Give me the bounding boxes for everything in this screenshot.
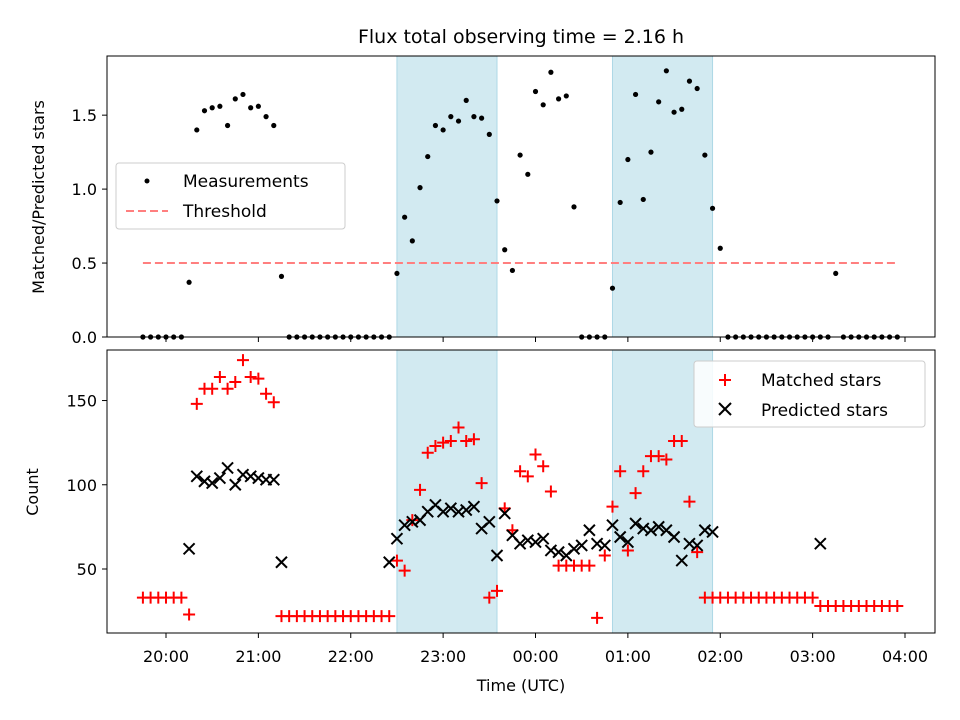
measurement-point [695, 86, 700, 91]
legend-matched-stars-label: Matched stars [761, 371, 881, 391]
measurement-point [533, 89, 538, 94]
bottom-y-tick-label: 150 [66, 392, 97, 411]
measurement-point [225, 123, 230, 128]
bottom-y-tick-label: 50 [77, 560, 97, 579]
measurement-point [194, 127, 199, 132]
measurement-point [679, 107, 684, 112]
legend-measurements-label: Measurements [183, 172, 309, 192]
bottom-y-tick-label: 100 [66, 476, 97, 495]
bottom-x-axis-label: Time (UTC) [476, 676, 565, 695]
bottom-shaded-interval-1 [397, 350, 497, 633]
measurement-point [718, 246, 723, 251]
measurement-point [210, 105, 215, 110]
measurement-point [410, 238, 415, 243]
measurement-point [564, 93, 569, 98]
measurement-point [464, 98, 469, 103]
bottom-x-tick-label: 02:00 [697, 647, 743, 666]
measurement-point [548, 70, 553, 75]
measurement-point [687, 79, 692, 84]
bottom-x-tick-label: 01:00 [605, 647, 651, 666]
measurement-point [425, 154, 430, 159]
top-legend: Measurements Threshold [116, 163, 345, 229]
measurement-point [571, 204, 576, 209]
measurement-point [217, 104, 222, 109]
measurement-point [433, 123, 438, 128]
measurement-point [240, 92, 245, 97]
top-y-tick-label: 0.0 [72, 328, 97, 347]
bottom-legend: Matched stars Predicted stars [694, 361, 925, 427]
bottom-x-tick-label: 20:00 [143, 647, 189, 666]
measurement-point [656, 99, 661, 104]
bottom-y-axis-label: Count [23, 468, 42, 516]
measurement-point [271, 123, 276, 128]
measurement-point [664, 68, 669, 73]
measurement-point [487, 132, 492, 137]
measurement-point [186, 280, 191, 285]
measurement-point [441, 127, 446, 132]
measurement-point [202, 108, 207, 113]
measurement-point [233, 96, 238, 101]
measurement-point [710, 206, 715, 211]
measurement-point [402, 215, 407, 220]
bottom-x-tick-label: 21:00 [235, 647, 281, 666]
measurement-point [279, 274, 284, 279]
measurement-point [648, 150, 653, 155]
measurement-point [494, 198, 499, 203]
measurement-point [256, 104, 261, 109]
measurement-point [702, 152, 707, 157]
top-shaded-interval-2 [612, 56, 712, 337]
measurement-point [417, 185, 422, 190]
measurement-point [456, 118, 461, 123]
measurement-point [671, 110, 676, 115]
bottom-x-tick-label: 22:00 [328, 647, 374, 666]
legend-measurements-marker [145, 179, 150, 184]
bottom-x-tick-label: 00:00 [512, 647, 558, 666]
measurement-point [448, 114, 453, 119]
chart-title: Flux total observing time = 2.16 h [358, 26, 684, 48]
measurement-point [510, 268, 515, 273]
legend-predicted-stars-label: Predicted stars [761, 401, 888, 421]
measurement-point [641, 197, 646, 202]
legend-threshold-label: Threshold [182, 202, 267, 222]
top-y-tick-label: 0.5 [72, 254, 97, 273]
bottom-x-tick-label: 04:00 [882, 647, 928, 666]
measurement-point [394, 271, 399, 276]
measurement-point [833, 271, 838, 276]
measurement-point [248, 105, 253, 110]
measurement-point [263, 114, 268, 119]
measurement-point [479, 116, 484, 121]
measurement-point [618, 200, 623, 205]
measurement-point [541, 102, 546, 107]
measurement-point [625, 157, 630, 162]
bottom-x-tick-label: 03:00 [790, 647, 836, 666]
top-y-tick-label: 1.0 [72, 180, 97, 199]
measurement-point [502, 247, 507, 252]
measurement-point [610, 286, 615, 291]
measurement-point [556, 96, 561, 101]
top-shaded-interval-1 [397, 56, 497, 337]
bottom-x-tick-label: 23:00 [420, 647, 466, 666]
measurement-point [525, 172, 530, 177]
top-y-tick-label: 1.5 [72, 106, 97, 125]
measurement-point [471, 114, 476, 119]
measurement-point [633, 92, 638, 97]
top-y-axis-label: Matched/Predicted stars [29, 100, 48, 294]
measurement-point [518, 152, 523, 157]
